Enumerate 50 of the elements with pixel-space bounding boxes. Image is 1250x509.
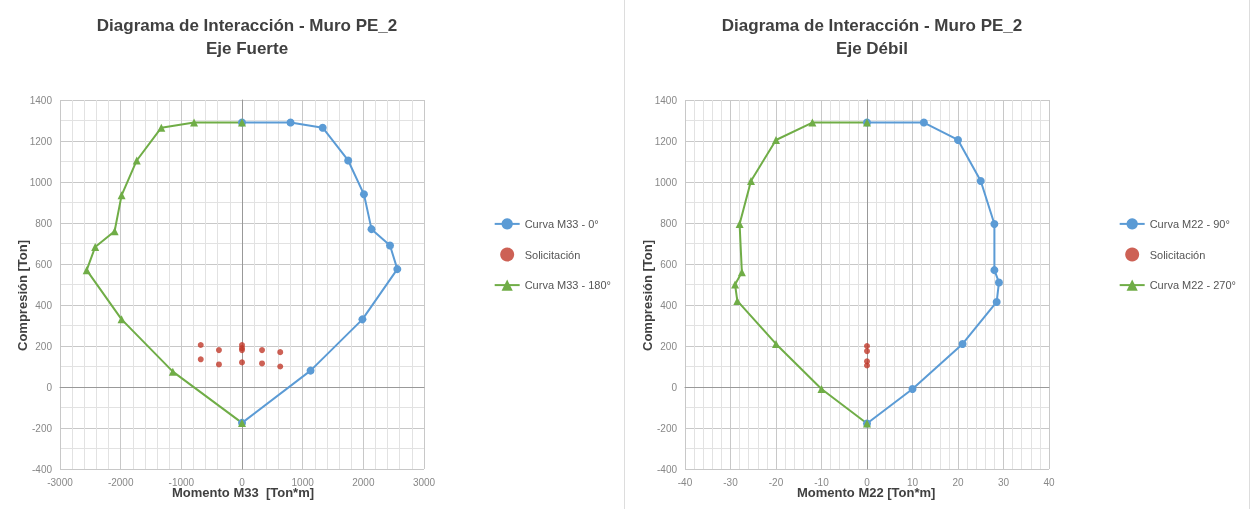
y-tick-label: 400 — [660, 299, 678, 311]
y-tick-label: 0 — [671, 381, 678, 393]
y-tick-label: 1400 — [29, 94, 53, 106]
x-tick-label: 3000 — [412, 476, 436, 488]
y-axis-title: Compresión [Ton] — [15, 239, 30, 351]
y-tick-label: 800 — [660, 217, 678, 229]
y-axis-title: Compresión [Ton] — [640, 239, 655, 351]
x-tick-label: -1000 — [168, 476, 195, 488]
y-tick-label: 200 — [660, 340, 678, 352]
x-tick-label: -30 — [723, 476, 739, 488]
x-tick-label: 0 — [864, 476, 871, 488]
chart-subtitle: Eje Débil — [836, 39, 908, 58]
y-tick-label: 0 — [46, 381, 53, 393]
x-tick-label: 2000 — [352, 476, 375, 488]
legend-label: Curva M33 - 180° — [524, 279, 611, 292]
y-tick-label: -400 — [656, 463, 678, 475]
x-tick-label: 0 — [239, 476, 246, 488]
x-tick-label: -10 — [814, 476, 830, 488]
y-tick-label: -200 — [31, 422, 53, 434]
y-tick-label: 600 — [660, 258, 678, 270]
legend-label: Curva M22 - 270° — [1149, 279, 1236, 292]
legend-label: Curva M22 - 90° — [1149, 217, 1230, 230]
x-tick-label: -3000 — [47, 476, 74, 488]
legend-label: Curva M33 - 0° — [524, 217, 599, 230]
x-tick-label: -2000 — [107, 476, 134, 488]
y-tick-label: 1200 — [29, 135, 53, 147]
y-tick-label: -200 — [656, 422, 678, 434]
x-tick-label: 1000 — [291, 476, 315, 488]
y-tick-label: 200 — [35, 340, 53, 352]
y-tick-label: 1400 — [654, 94, 678, 106]
y-tick-label: 600 — [35, 258, 53, 270]
y-tick-label: -400 — [31, 463, 53, 475]
chart-title: Diagrama de Interacción - Muro PE_2 — [96, 16, 398, 35]
y-tick-label: 1200 — [654, 135, 678, 147]
x-axis-title: Momento M33 [Ton*m] — [172, 485, 315, 500]
x-tick-label: -20 — [768, 476, 784, 488]
x-tick-label: 30 — [997, 476, 1010, 488]
legend-label: Solicitación — [1149, 248, 1206, 261]
x-axis-title: Momento M22 [Ton*m] — [797, 485, 936, 500]
x-tick-label: -40 — [677, 476, 693, 488]
chart-title: Diagrama de Interacción - Muro PE_2 — [721, 16, 1023, 35]
y-tick-label: 1000 — [29, 176, 53, 188]
x-tick-label: 40 — [1043, 476, 1055, 488]
y-tick-label: 1000 — [654, 176, 678, 188]
x-tick-label: 10 — [906, 476, 919, 488]
x-tick-label: 20 — [952, 476, 964, 488]
legend-label: Solicitación — [524, 248, 581, 261]
y-tick-label: 800 — [35, 217, 53, 229]
chart-subtitle: Eje Fuerte — [205, 39, 289, 58]
y-tick-label: 400 — [35, 299, 53, 311]
